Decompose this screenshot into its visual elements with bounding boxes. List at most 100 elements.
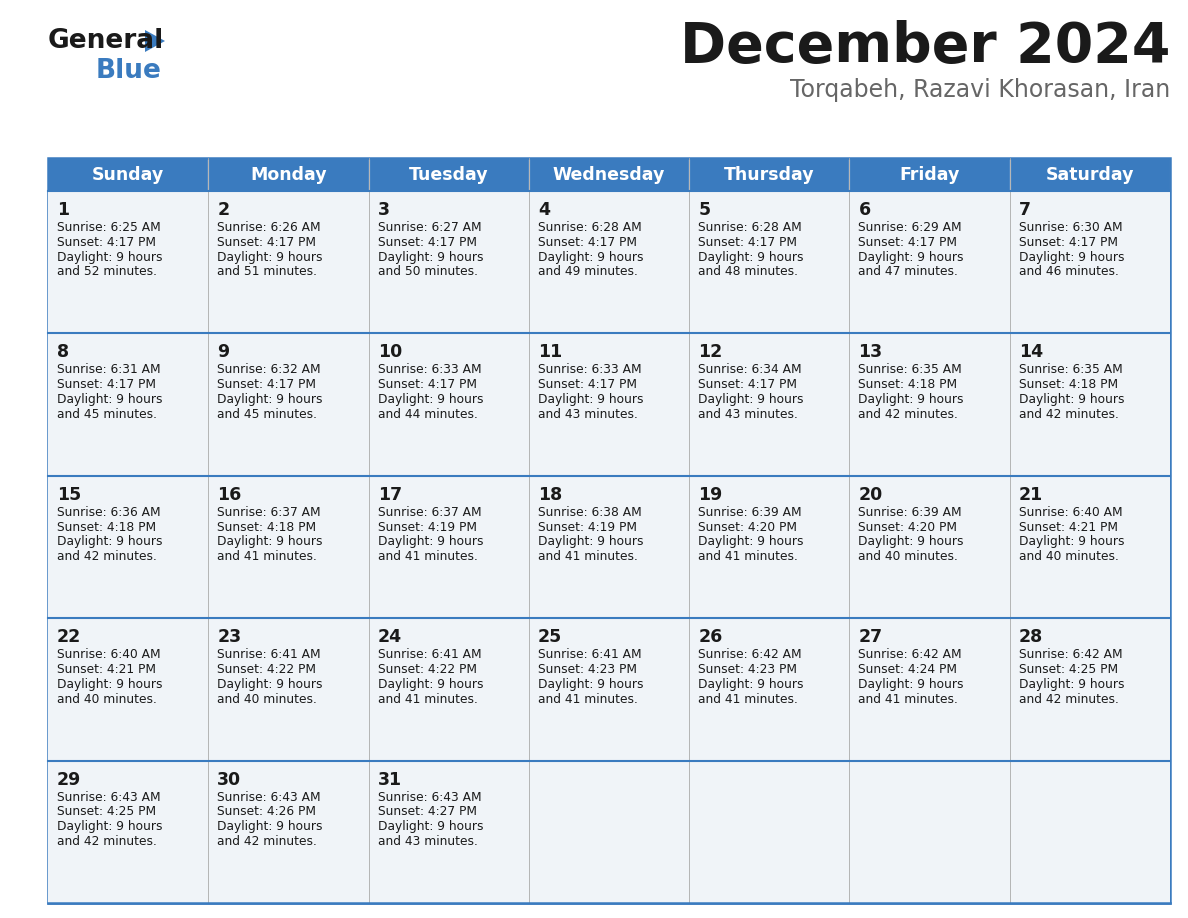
Text: and 41 minutes.: and 41 minutes.: [859, 692, 959, 706]
Text: 31: 31: [378, 770, 402, 789]
Text: Sunset: 4:19 PM: Sunset: 4:19 PM: [378, 521, 476, 533]
Text: 11: 11: [538, 343, 562, 362]
Text: and 40 minutes.: and 40 minutes.: [217, 692, 317, 706]
Text: 7: 7: [1019, 201, 1031, 219]
Text: Daylight: 9 hours: Daylight: 9 hours: [57, 820, 163, 834]
Text: 4: 4: [538, 201, 550, 219]
Text: Saturday: Saturday: [1045, 165, 1135, 184]
Bar: [529, 761, 689, 903]
Text: Sunrise: 6:40 AM: Sunrise: 6:40 AM: [1019, 506, 1123, 519]
Text: and 48 minutes.: and 48 minutes.: [699, 265, 798, 278]
Text: 28: 28: [1019, 628, 1043, 646]
Text: Sunset: 4:24 PM: Sunset: 4:24 PM: [859, 663, 958, 676]
Text: Sunset: 4:26 PM: Sunset: 4:26 PM: [217, 805, 316, 819]
Text: Sunrise: 6:26 AM: Sunrise: 6:26 AM: [217, 221, 321, 234]
Text: Daylight: 9 hours: Daylight: 9 hours: [538, 251, 644, 263]
Text: and 51 minutes.: and 51 minutes.: [217, 265, 317, 278]
Text: Sunrise: 6:41 AM: Sunrise: 6:41 AM: [538, 648, 642, 661]
Text: December 2024: December 2024: [680, 20, 1170, 74]
Text: Daylight: 9 hours: Daylight: 9 hours: [699, 393, 803, 406]
Text: Sunrise: 6:27 AM: Sunrise: 6:27 AM: [378, 221, 481, 234]
Text: Daylight: 9 hours: Daylight: 9 hours: [57, 393, 163, 406]
Text: and 41 minutes.: and 41 minutes.: [538, 550, 638, 564]
Bar: [689, 761, 849, 903]
Text: Friday: Friday: [899, 165, 960, 184]
Text: and 49 minutes.: and 49 minutes.: [538, 265, 638, 278]
Bar: [689, 191, 849, 333]
Bar: [529, 618, 689, 761]
Text: Sunset: 4:22 PM: Sunset: 4:22 PM: [378, 663, 476, 676]
Text: Daylight: 9 hours: Daylight: 9 hours: [378, 251, 484, 263]
Bar: [529, 333, 689, 476]
Text: Sunset: 4:18 PM: Sunset: 4:18 PM: [57, 521, 156, 533]
Text: and 42 minutes.: and 42 minutes.: [57, 550, 157, 564]
Text: Sunrise: 6:37 AM: Sunrise: 6:37 AM: [378, 506, 481, 519]
Text: Daylight: 9 hours: Daylight: 9 hours: [57, 535, 163, 548]
Text: Sunrise: 6:39 AM: Sunrise: 6:39 AM: [699, 506, 802, 519]
Text: Sunrise: 6:37 AM: Sunrise: 6:37 AM: [217, 506, 321, 519]
Bar: [208, 191, 368, 333]
Text: Sunset: 4:19 PM: Sunset: 4:19 PM: [538, 521, 637, 533]
Text: Sunrise: 6:25 AM: Sunrise: 6:25 AM: [57, 221, 160, 234]
Bar: [368, 158, 529, 191]
Text: and 43 minutes.: and 43 minutes.: [699, 408, 798, 420]
Text: Daylight: 9 hours: Daylight: 9 hours: [217, 820, 323, 834]
Bar: [529, 158, 689, 191]
Text: Monday: Monday: [251, 165, 327, 184]
Text: Sunrise: 6:40 AM: Sunrise: 6:40 AM: [57, 648, 160, 661]
Text: Sunset: 4:18 PM: Sunset: 4:18 PM: [1019, 378, 1118, 391]
Text: Sunset: 4:23 PM: Sunset: 4:23 PM: [538, 663, 637, 676]
Text: and 40 minutes.: and 40 minutes.: [57, 692, 157, 706]
Text: Sunrise: 6:30 AM: Sunrise: 6:30 AM: [1019, 221, 1123, 234]
Bar: [1010, 191, 1170, 333]
Text: 29: 29: [57, 770, 81, 789]
Text: Sunset: 4:23 PM: Sunset: 4:23 PM: [699, 663, 797, 676]
Text: Daylight: 9 hours: Daylight: 9 hours: [217, 393, 323, 406]
Text: Sunset: 4:17 PM: Sunset: 4:17 PM: [538, 378, 637, 391]
Text: Sunrise: 6:32 AM: Sunrise: 6:32 AM: [217, 364, 321, 376]
Bar: [1010, 476, 1170, 618]
Bar: [689, 476, 849, 618]
Bar: [849, 761, 1010, 903]
Text: and 41 minutes.: and 41 minutes.: [699, 692, 798, 706]
Bar: [689, 618, 849, 761]
Text: 16: 16: [217, 486, 241, 504]
Text: Blue: Blue: [96, 58, 162, 84]
Text: Daylight: 9 hours: Daylight: 9 hours: [217, 535, 323, 548]
Text: 27: 27: [859, 628, 883, 646]
Text: Daylight: 9 hours: Daylight: 9 hours: [378, 535, 484, 548]
Bar: [849, 191, 1010, 333]
Text: and 44 minutes.: and 44 minutes.: [378, 408, 478, 420]
Text: Sunset: 4:17 PM: Sunset: 4:17 PM: [378, 236, 476, 249]
Text: Daylight: 9 hours: Daylight: 9 hours: [378, 393, 484, 406]
Bar: [1010, 618, 1170, 761]
Text: Sunrise: 6:43 AM: Sunrise: 6:43 AM: [57, 790, 160, 803]
Text: Daylight: 9 hours: Daylight: 9 hours: [859, 677, 963, 691]
Text: 12: 12: [699, 343, 722, 362]
Bar: [48, 191, 208, 333]
Bar: [849, 158, 1010, 191]
Text: Sunset: 4:17 PM: Sunset: 4:17 PM: [57, 378, 156, 391]
Text: Sunrise: 6:34 AM: Sunrise: 6:34 AM: [699, 364, 802, 376]
Text: 19: 19: [699, 486, 722, 504]
Text: Sunrise: 6:35 AM: Sunrise: 6:35 AM: [859, 364, 962, 376]
Text: Sunset: 4:18 PM: Sunset: 4:18 PM: [859, 378, 958, 391]
Text: 3: 3: [378, 201, 390, 219]
Text: and 42 minutes.: and 42 minutes.: [859, 408, 959, 420]
Text: and 41 minutes.: and 41 minutes.: [378, 692, 478, 706]
Bar: [48, 476, 208, 618]
Text: and 41 minutes.: and 41 minutes.: [538, 692, 638, 706]
Bar: [689, 158, 849, 191]
Text: Sunrise: 6:33 AM: Sunrise: 6:33 AM: [538, 364, 642, 376]
Text: and 43 minutes.: and 43 minutes.: [378, 835, 478, 848]
Bar: [48, 761, 208, 903]
Text: Tuesday: Tuesday: [409, 165, 488, 184]
Bar: [48, 618, 208, 761]
Text: and 42 minutes.: and 42 minutes.: [57, 835, 157, 848]
Text: Daylight: 9 hours: Daylight: 9 hours: [1019, 535, 1124, 548]
Text: Daylight: 9 hours: Daylight: 9 hours: [538, 393, 644, 406]
Text: Daylight: 9 hours: Daylight: 9 hours: [1019, 393, 1124, 406]
Text: 25: 25: [538, 628, 562, 646]
Bar: [1010, 333, 1170, 476]
Text: 13: 13: [859, 343, 883, 362]
